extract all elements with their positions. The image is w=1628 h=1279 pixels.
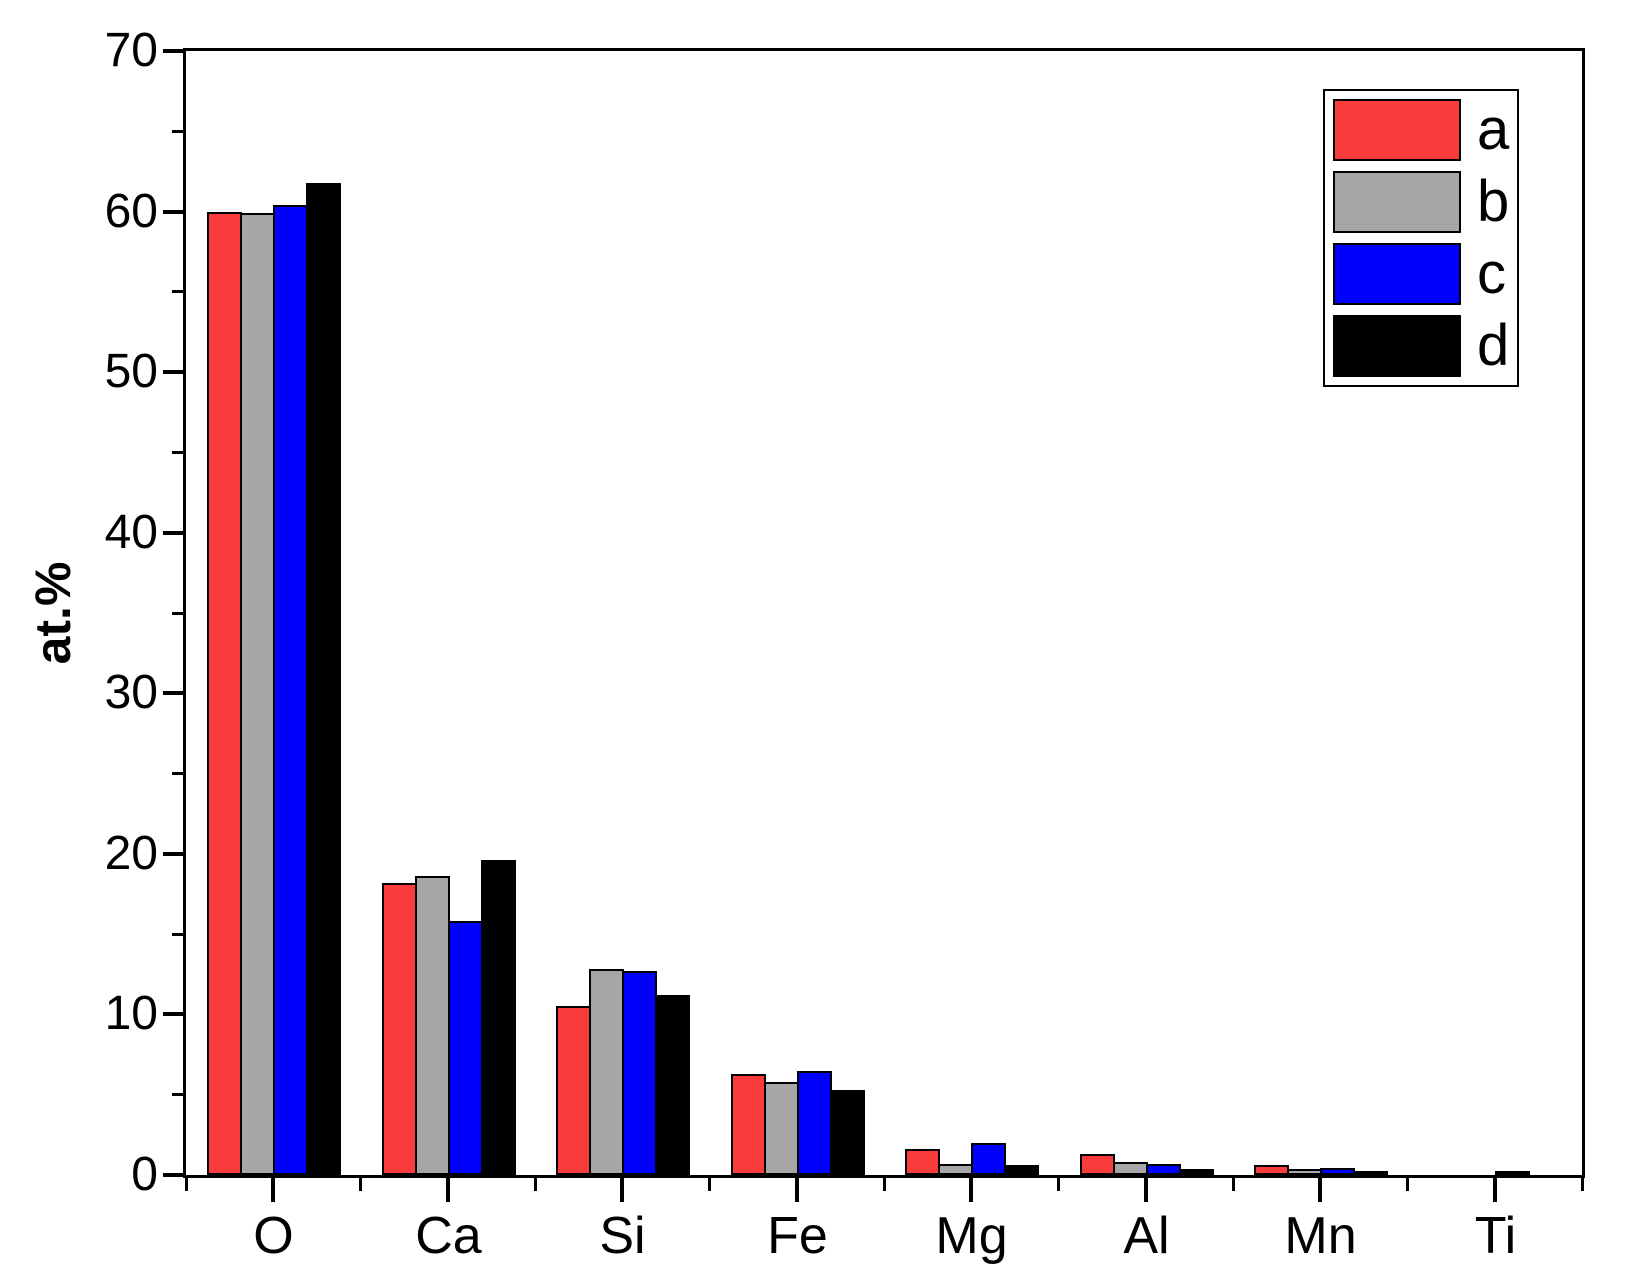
y-tick-label: 10 [104, 987, 158, 1040]
y-tick-label: 0 [131, 1148, 158, 1201]
bar-a-Ca [382, 883, 417, 1175]
bar-a-Al [1080, 1154, 1115, 1175]
legend-swatch-d [1333, 314, 1461, 377]
x-major-tick [1144, 1178, 1148, 1202]
legend-entry-c: c [1333, 242, 1517, 305]
bar-b-Mn [1287, 1169, 1322, 1175]
bar-c-Si [622, 971, 657, 1175]
x-major-tick [1318, 1178, 1322, 1202]
bar-b-Fe [764, 1082, 799, 1175]
y-tick-label: 60 [104, 185, 158, 238]
y-tick [172, 772, 183, 775]
bar-b-O [240, 213, 275, 1175]
x-category-label-Mg: Mg [935, 1207, 1008, 1265]
x-major-tick [1493, 1178, 1497, 1202]
y-tick [172, 290, 183, 293]
y-axis-title: at.% [25, 561, 81, 665]
bar-c-Ca [448, 921, 483, 1175]
x-minor-tick [883, 1178, 886, 1191]
bar-d-Si [655, 995, 690, 1175]
bar-d-Fe [830, 1090, 865, 1175]
bar-a-Mn [1254, 1165, 1289, 1175]
y-tick [163, 852, 183, 856]
legend-entry-b: b [1333, 170, 1517, 233]
x-minor-tick [534, 1178, 537, 1191]
x-category-label-O: O [253, 1207, 294, 1265]
bar-c-Ti [1495, 1171, 1530, 1175]
x-major-tick [271, 1178, 275, 1202]
bar-a-Mg [905, 1149, 940, 1175]
bar-c-Al [1146, 1164, 1181, 1175]
x-minor-tick [359, 1178, 362, 1191]
bar-c-Fe [797, 1071, 832, 1175]
y-tick-label: 40 [104, 506, 158, 559]
x-major-tick [969, 1178, 973, 1202]
x-minor-tick [185, 1178, 188, 1191]
bar-d-Ca [481, 860, 516, 1175]
legend-label-d: d [1477, 312, 1510, 378]
y-tick [163, 370, 183, 374]
y-tick-label: 30 [104, 666, 158, 719]
y-tick [163, 531, 183, 535]
x-category-label-Mn: Mn [1284, 1207, 1357, 1265]
y-tick [163, 1173, 183, 1177]
y-tick-label: 20 [104, 827, 158, 880]
y-tick [172, 612, 183, 615]
x-minor-tick [1232, 1178, 1235, 1191]
bar-a-Si [556, 1006, 591, 1175]
bar-b-Al [1113, 1162, 1148, 1175]
bar-a-O [207, 212, 242, 1175]
y-tick [163, 210, 183, 214]
x-major-tick [446, 1178, 450, 1202]
bar-c-Mg [971, 1143, 1006, 1175]
legend-label-c: c [1477, 240, 1506, 306]
y-tick-label: 70 [104, 24, 158, 77]
legend-entry-d: d [1333, 314, 1517, 377]
bar-d-O [306, 183, 341, 1175]
y-tick [172, 1093, 183, 1096]
x-minor-tick [1581, 1178, 1584, 1191]
bar-b-Mg [938, 1164, 973, 1175]
y-tick [163, 49, 183, 53]
x-category-label-Ca: Ca [415, 1207, 482, 1265]
x-category-label-Al: Al [1123, 1207, 1170, 1265]
bar-d-Mn [1353, 1171, 1388, 1175]
bar-a-Fe [731, 1074, 766, 1175]
y-tick [172, 130, 183, 133]
bar-c-O [273, 205, 308, 1175]
bar-d-Al [1179, 1169, 1214, 1175]
x-minor-tick [1057, 1178, 1060, 1191]
x-category-label-Ti: Ti [1474, 1207, 1517, 1265]
x-major-tick [795, 1178, 799, 1202]
x-major-tick [620, 1178, 624, 1202]
legend-label-a: a [1477, 96, 1510, 162]
legend-swatch-a [1333, 98, 1461, 161]
bar-b-Si [589, 969, 624, 1175]
y-tick-label: 50 [104, 345, 158, 398]
x-category-label-Si: Si [599, 1207, 646, 1265]
y-tick [172, 451, 183, 454]
y-tick [163, 691, 183, 695]
y-tick [172, 933, 183, 936]
x-category-label-Fe: Fe [767, 1207, 828, 1265]
y-tick [163, 1012, 183, 1016]
x-minor-tick [1406, 1178, 1409, 1191]
legend-swatch-b [1333, 170, 1461, 233]
x-minor-tick [708, 1178, 711, 1191]
legend-swatch-c [1333, 242, 1461, 305]
legend-entry-a: a [1333, 98, 1517, 161]
legend-label-b: b [1477, 168, 1510, 234]
bar-d-Mg [1004, 1165, 1039, 1175]
bar-b-Ca [415, 876, 450, 1175]
bar-c-Mn [1320, 1168, 1355, 1175]
